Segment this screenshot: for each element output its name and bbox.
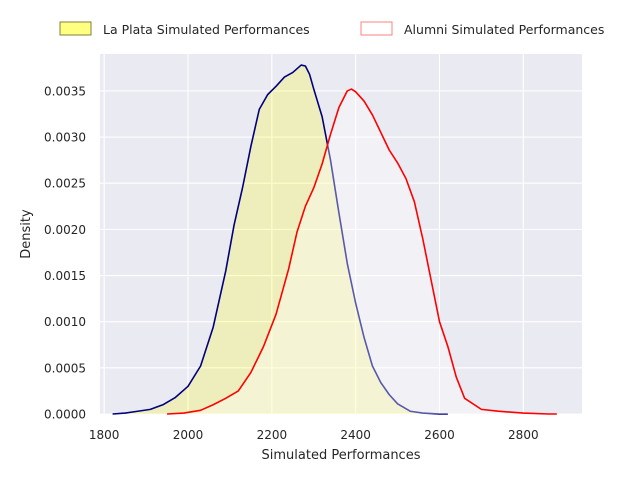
x-tick-label-0: 1800 [89, 428, 120, 442]
y-tick-label-2: 0.0010 [44, 315, 86, 329]
x-tick-label-2: 2200 [257, 428, 288, 442]
x-tick-label-1: 2000 [173, 428, 204, 442]
y-axis-label: Density [19, 209, 34, 259]
x-tick-label-5: 2800 [508, 428, 539, 442]
x-axis-label: Simulated Performances [262, 448, 421, 463]
legend-swatch-la-plata [59, 21, 92, 36]
series-line-0 [112, 64, 448, 415]
x-tick-label-4: 2600 [424, 428, 455, 442]
series-line-1 [167, 88, 557, 415]
legend: La Plata Simulated Performances Alumni S… [59, 21, 604, 37]
legend-label-la-plata: La Plata Simulated Performances [103, 22, 310, 37]
plot-area [100, 54, 582, 414]
y-tick-label-1: 0.0005 [44, 361, 86, 375]
y-tick-label-4: 0.0020 [44, 223, 86, 237]
series-layer [112, 64, 557, 415]
y-tick-label-5: 0.0025 [44, 177, 86, 191]
y-tick-label-6: 0.0030 [44, 131, 86, 145]
legend-swatch-alumni [360, 21, 393, 36]
y-tick-labels: 0.0000 0.0005 0.0010 0.0015 0.0020 0.0025 0.00… [44, 84, 86, 421]
legend-label-alumni: Alumni Simulated Performances [404, 22, 604, 37]
y-tick-label-7: 0.0035 [44, 84, 86, 98]
series-area-0 [112, 65, 448, 414]
x-tick-labels: 1800 2000 2200 2400 2600 2800 [89, 428, 539, 442]
x-tick-label-3: 2400 [340, 428, 371, 442]
y-tick-label-3: 0.0015 [44, 269, 86, 283]
y-tick-label-0: 0.0000 [44, 408, 86, 422]
series-area-1 [167, 89, 557, 414]
